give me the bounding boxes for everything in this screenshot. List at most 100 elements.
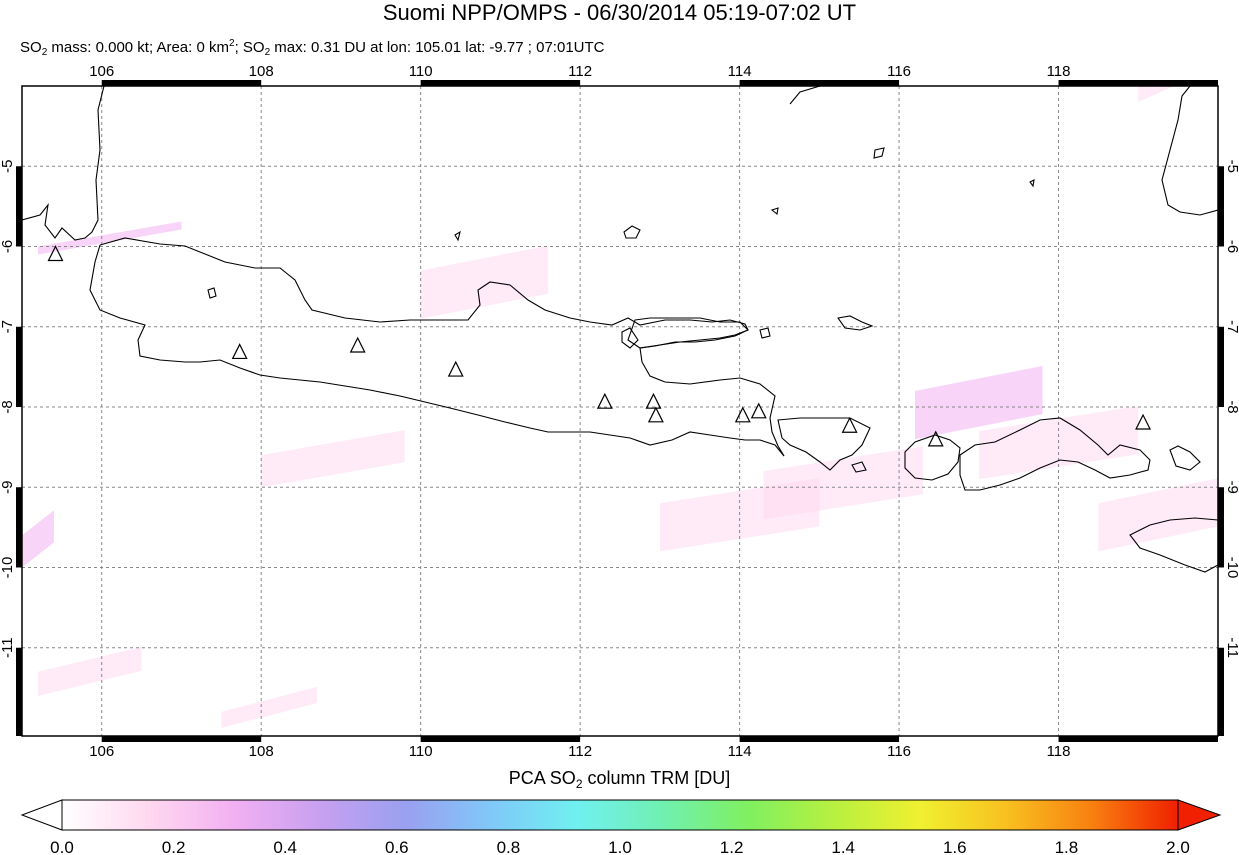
- so2-patch-8: [221, 686, 318, 728]
- lat-label-left--8: -8: [0, 400, 16, 413]
- frame-bar-top-7: [1058, 80, 1218, 86]
- colorbar-under-arrow: [20, 799, 63, 831]
- coastline-java-south: [89, 244, 785, 457]
- colorbar-tick-6: 1.2: [720, 838, 744, 855]
- lon-label-bottom-106: 106: [89, 743, 114, 760]
- lon-label-top-118: 118: [1047, 63, 1071, 80]
- frame-bar-left-5: [16, 487, 22, 568]
- volcano-triangle-6: [647, 406, 664, 423]
- lon-label-top-114: 114: [728, 63, 752, 80]
- lat-label-left--9: -9: [0, 481, 16, 494]
- map-frame: [21, 85, 1219, 737]
- axis-tick-labels: 106 106 108 108 110 110 112 112 114 114 116 116 118 1…: [0, 63, 1239, 760]
- map-title: Suomi NPP/OMPS - 06/30/2014 05:19-07:02 …: [382, 0, 857, 25]
- lon-label-bottom-108: 108: [249, 743, 274, 760]
- coastline-islet-5: [1029, 179, 1035, 188]
- colorbar-tick-1: 0.2: [162, 838, 186, 855]
- lat-label-left--10: -10: [0, 557, 16, 579]
- frame-bar-top-1: [101, 80, 262, 86]
- lon-label-top-106: 106: [89, 63, 114, 80]
- volcano-triangle-3: [447, 360, 464, 377]
- lat-label-right--10: -10: [1224, 557, 1239, 579]
- lat-label-right--11: -11: [1224, 637, 1239, 658]
- coastlines: [22, 86, 1218, 573]
- coastline-karimunjawa: [207, 287, 217, 299]
- lon-label-bottom-112: 112: [568, 743, 592, 760]
- coastline-madura: [627, 317, 749, 349]
- so2-patch-9: [819, 157, 931, 231]
- colorbar-tick-2: 0.4: [273, 838, 297, 855]
- frame-bar-top-3: [420, 80, 581, 86]
- frame-bar-top-5: [739, 80, 900, 86]
- so2-patch-1: [420, 245, 549, 319]
- so2-patches: [22, 86, 1218, 728]
- lat-label-right--6: -6: [1224, 240, 1239, 253]
- lon-label-top-110: 110: [409, 63, 433, 80]
- frame-bar-left-1: [16, 166, 22, 247]
- lon-label-bottom-118: 118: [1047, 743, 1071, 760]
- so2-patch-7: [261, 430, 405, 488]
- colorbar-tick-3: 0.6: [385, 838, 409, 855]
- frame-bar-right-5: [1218, 487, 1224, 568]
- coastline-java-north: [99, 237, 785, 457]
- colorbar-tick-8: 1.6: [943, 838, 967, 855]
- lat-label-right--7: -7: [1224, 320, 1239, 333]
- frame-bar-right-1: [1218, 166, 1224, 247]
- volcano-triangle-9: [841, 416, 858, 433]
- frame-bar-right-7: [1218, 647, 1224, 736]
- frame-bar-bottom-3: [420, 736, 581, 742]
- map-subtitle: SO2 mass: 0.000 kt; Area: 0 km2; SO2 max…: [20, 38, 605, 58]
- volcano-triangle-11: [1135, 413, 1152, 430]
- lon-label-top-112: 112: [568, 63, 592, 80]
- coastline-lombok: [904, 434, 961, 481]
- colorbar-tick-7: 1.4: [831, 838, 855, 855]
- coastline-nusa-penida: [851, 461, 867, 473]
- coastline-madura-strait: [621, 327, 639, 349]
- lat-label-left--5: -5: [0, 160, 16, 173]
- coastline-islet-3: [454, 230, 461, 242]
- coastline-kalimantan: [789, 86, 821, 105]
- colorbar-tick-10: 2.0: [1166, 838, 1190, 855]
- volcano-triangle-1: [231, 343, 248, 360]
- lat-label-right--8: -8: [1224, 400, 1239, 413]
- volcano-triangle-0: [47, 245, 64, 262]
- grid-lines: [22, 86, 1218, 736]
- colorbar-tick-5: 1.0: [608, 838, 632, 855]
- lon-label-bottom-110: 110: [409, 743, 433, 760]
- so2-patch-12: [37, 646, 142, 696]
- colorbar-tick-0: 0.0: [50, 838, 74, 855]
- so2-patch-11: [540, 141, 660, 215]
- so2-patch-3: [22, 510, 54, 568]
- frame-bar-bottom-5: [739, 736, 900, 742]
- volcano-triangle-5: [645, 392, 662, 409]
- volcano-triangle-10: [927, 430, 944, 447]
- colorbar-over-arrow: [1177, 799, 1222, 831]
- so2-patch-10: [1098, 478, 1218, 552]
- lat-label-left--6: -6: [0, 240, 16, 253]
- coastline-bali: [777, 417, 871, 471]
- coastline-kangean: [837, 315, 874, 331]
- colorbar-tick-9: 1.8: [1055, 838, 1079, 855]
- so2-patch-13: [1138, 86, 1175, 103]
- so2-patch-0: [37, 221, 182, 255]
- frame-bar-bottom-7: [1058, 736, 1218, 742]
- colorbar: 0.0 0.2 0.4 0.6 0.8 1.0 1.2 1.4 1.6 1.8 2.0: [20, 799, 1222, 855]
- so2-patch-2: [915, 365, 1043, 440]
- coastline-islet-2: [759, 327, 771, 339]
- lat-label-right--9: -9: [1224, 481, 1239, 494]
- lon-label-top-116: 116: [887, 63, 911, 80]
- coastline-sumatra: [22, 86, 105, 241]
- lon-label-top-108: 108: [249, 63, 274, 80]
- colorbar-title: PCA SO2 column TRM [DU]: [508, 768, 731, 791]
- frame-bar-bottom-1: [101, 736, 262, 742]
- coastline-islet-4: [770, 207, 779, 216]
- frame-bar-right-3: [1218, 326, 1224, 407]
- volcano-triangle-7: [734, 406, 751, 423]
- coastline-bawean: [623, 225, 641, 239]
- lat-label-right--5: -5: [1224, 160, 1239, 173]
- coastline-islet-1: [873, 147, 885, 159]
- coastline-sumbawa: [959, 417, 1151, 491]
- frame-bar-left-7: [16, 647, 22, 736]
- lon-label-bottom-114: 114: [728, 743, 752, 760]
